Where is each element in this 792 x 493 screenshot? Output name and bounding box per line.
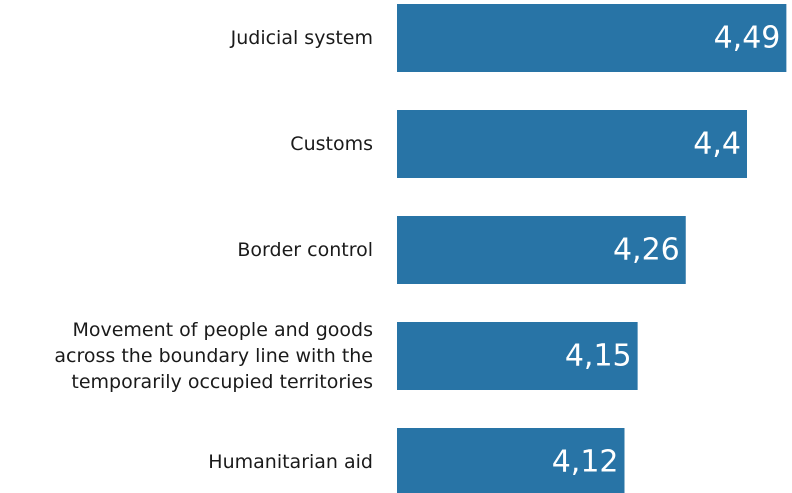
category-label-2: Customs — [290, 133, 373, 155]
category-label-line: across the boundary line with the — [54, 345, 373, 367]
category-label-1: Judicial system — [230, 27, 373, 49]
value-label-1: 4,49 — [714, 21, 781, 56]
category-labels-group: Judicial system Customs Border control Move… — [54, 27, 373, 473]
value-label-2: 4,4 — [693, 127, 741, 162]
value-labels-group: 4,49 4,4 4,26 4,15 4,12 — [552, 21, 781, 480]
category-label-5: Humanitarian aid — [208, 451, 373, 473]
bar-3 — [397, 216, 686, 284]
category-label-4: Movement of people and goods across the b… — [54, 319, 373, 393]
category-label-line: Judicial system — [230, 27, 373, 49]
bars-group — [397, 4, 787, 493]
bar-2 — [397, 110, 747, 178]
category-label-line: Movement of people and goods — [72, 319, 373, 341]
category-label-line: temporarily occupied territories — [71, 371, 373, 393]
bar-4 — [397, 322, 638, 390]
value-label-3: 4,26 — [613, 233, 680, 268]
bar-5 — [397, 428, 625, 493]
bar-1 — [397, 4, 787, 72]
category-label-line: Humanitarian aid — [208, 451, 373, 473]
value-label-4: 4,15 — [565, 339, 632, 374]
value-label-5: 4,12 — [552, 445, 619, 480]
category-label-line: Border control — [237, 239, 373, 261]
category-label-line: Customs — [290, 133, 373, 155]
category-label-3: Border control — [237, 239, 373, 261]
